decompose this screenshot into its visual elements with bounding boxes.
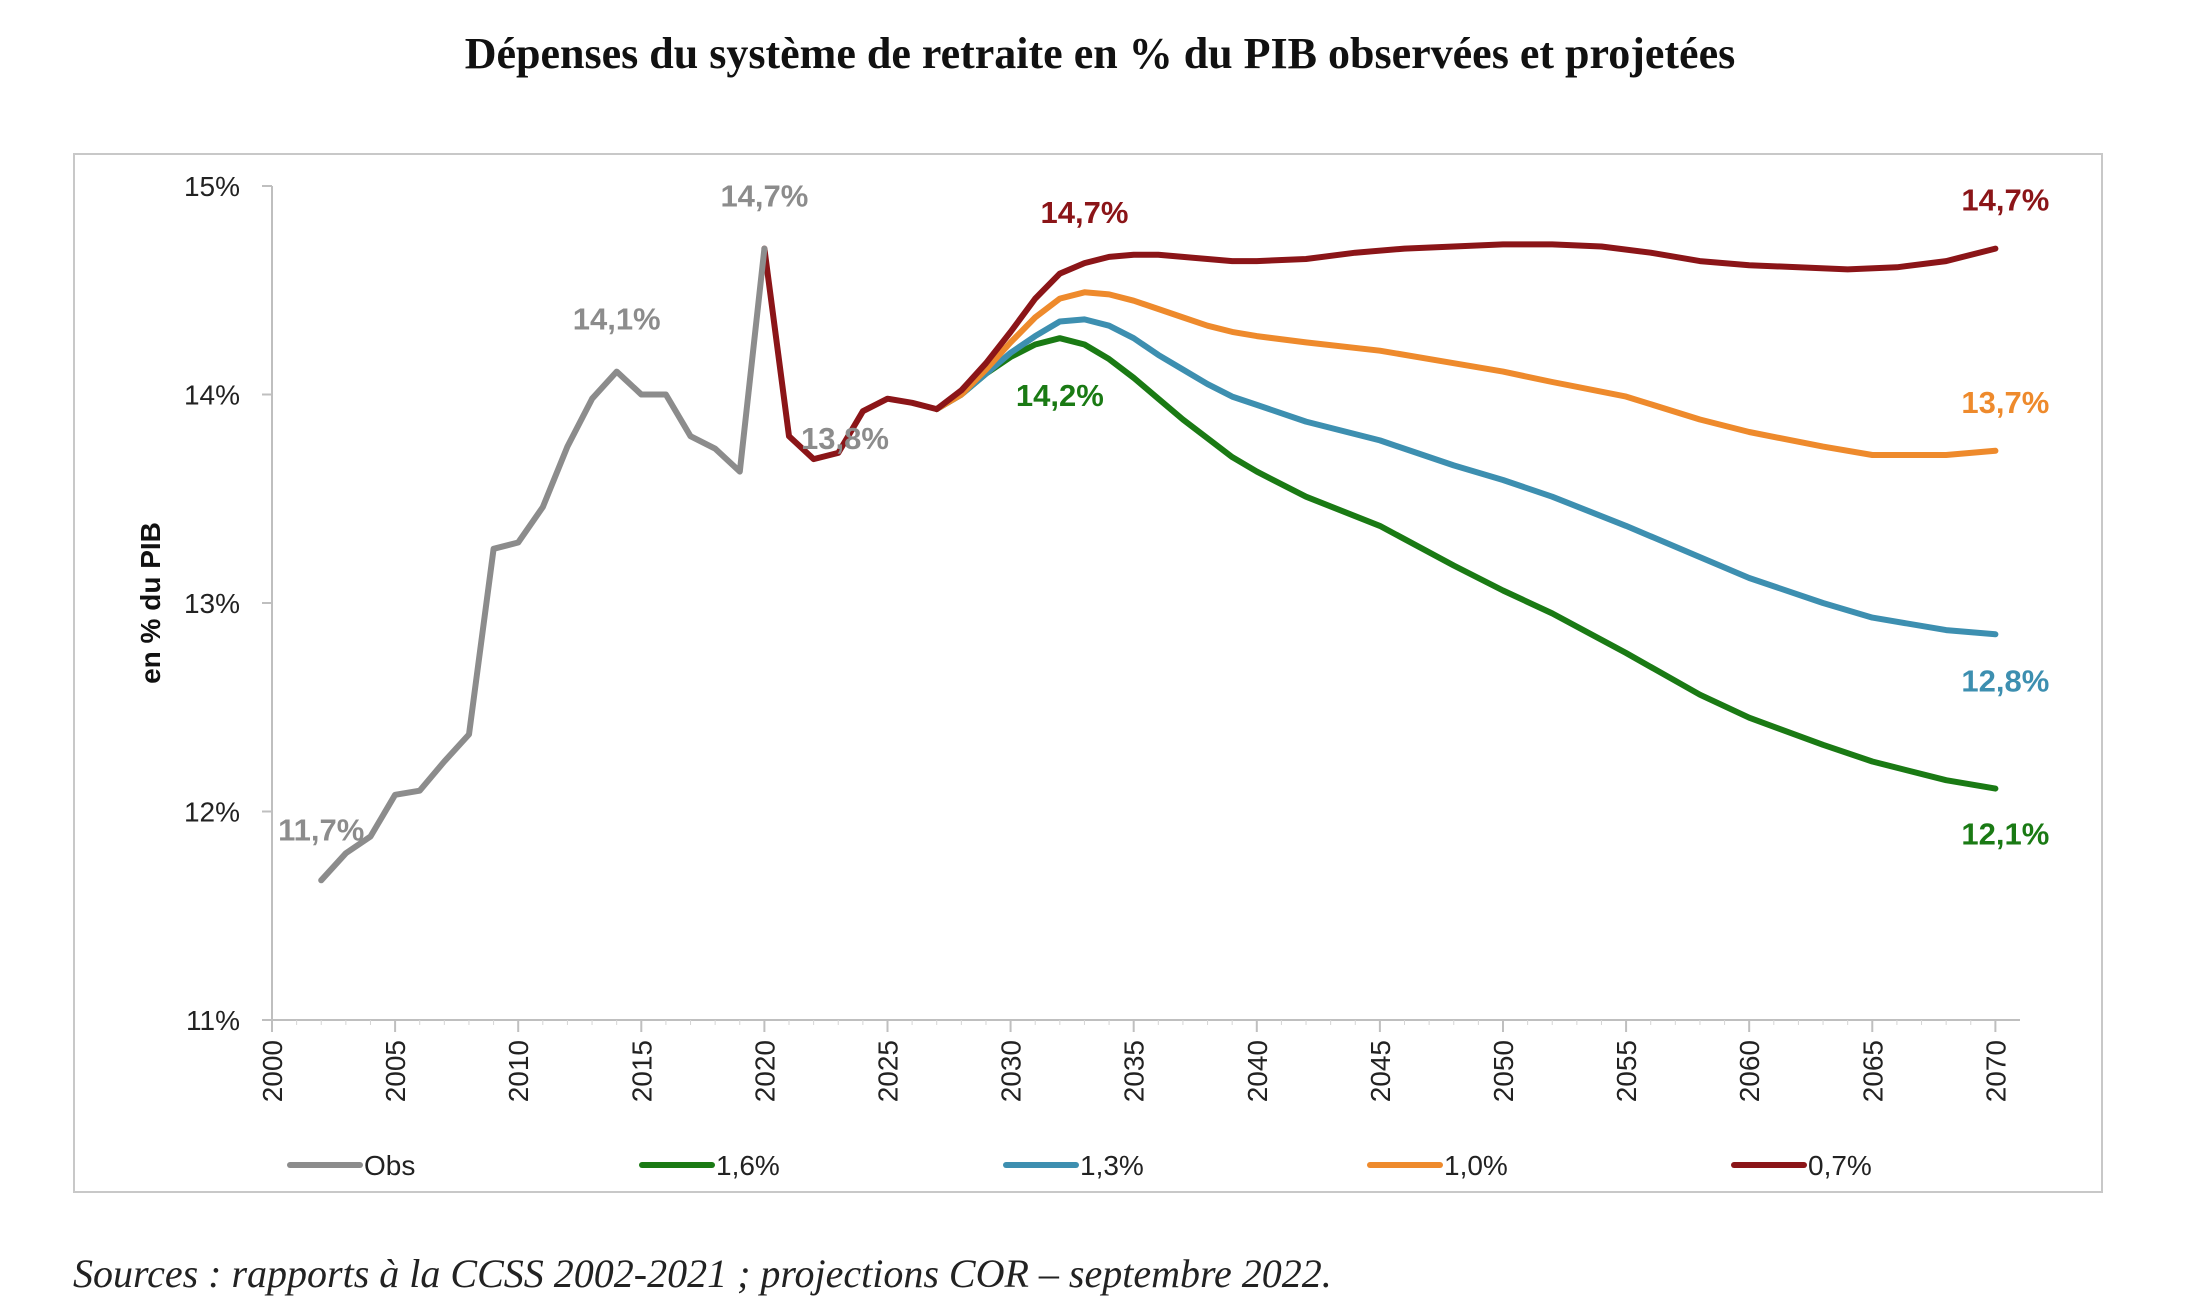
data-label: 12,8% (1961, 663, 2049, 698)
legend-label: 1,3% (1080, 1150, 1144, 1181)
legend-label: 1,0% (1444, 1150, 1508, 1181)
data-label: 14,7% (1961, 183, 2049, 218)
y-tick-label: 14% (184, 380, 240, 411)
x-tick-label: 2055 (1611, 1040, 1642, 1102)
series-line-scenario-1-3 (933, 316, 1999, 638)
y-tick-label: 15% (184, 171, 240, 202)
series-line-obs (318, 245, 768, 884)
x-tick-label: 2030 (996, 1040, 1027, 1102)
y-tick-label: 11% (186, 1005, 240, 1036)
legend-label: 1,6% (716, 1150, 780, 1181)
y-axis-label: en % du PIB (135, 522, 166, 684)
x-tick-label: 2035 (1119, 1040, 1150, 1102)
legend-label: Obs (364, 1150, 415, 1181)
x-tick-label: 2010 (503, 1040, 534, 1102)
y-tick-label: 13% (184, 588, 240, 619)
series-line-scenario-0-7 (761, 241, 1999, 463)
x-tick-label: 2045 (1365, 1040, 1396, 1102)
x-tick-label: 2065 (1857, 1040, 1888, 1102)
data-label: 14,2% (1016, 378, 1104, 413)
x-tick-label: 2060 (1734, 1040, 1765, 1102)
x-tick-label: 2025 (872, 1040, 903, 1102)
data-label: 14,1% (573, 302, 661, 337)
data-label: 11,7% (278, 812, 364, 847)
data-label: 12,1% (1961, 817, 2049, 852)
data-label: 13,7% (1961, 385, 2049, 420)
chart-title: Dépenses du système de retraite en % du … (464, 29, 1736, 78)
series-line-scenario-1-0 (933, 289, 1999, 458)
legend-label: 0,7% (1808, 1150, 1872, 1181)
x-tick-label: 2005 (380, 1040, 411, 1102)
data-label: 14,7% (720, 179, 808, 214)
x-tick-label: 2020 (749, 1040, 780, 1102)
x-tick-label: 2070 (1980, 1040, 2011, 1102)
series-line-scenario-1-6 (933, 335, 1999, 792)
x-tick-label: 2015 (626, 1040, 657, 1102)
source-note: Sources : rapports à la CCSS 2002-2021 ;… (73, 1251, 1332, 1296)
data-label: 14,7% (1040, 195, 1128, 230)
y-tick-label: 12% (184, 797, 240, 828)
data-label: 13,8% (801, 421, 889, 456)
x-tick-label: 2000 (257, 1040, 288, 1102)
x-tick-label: 2050 (1488, 1040, 1519, 1102)
x-tick-label: 2040 (1242, 1040, 1273, 1102)
